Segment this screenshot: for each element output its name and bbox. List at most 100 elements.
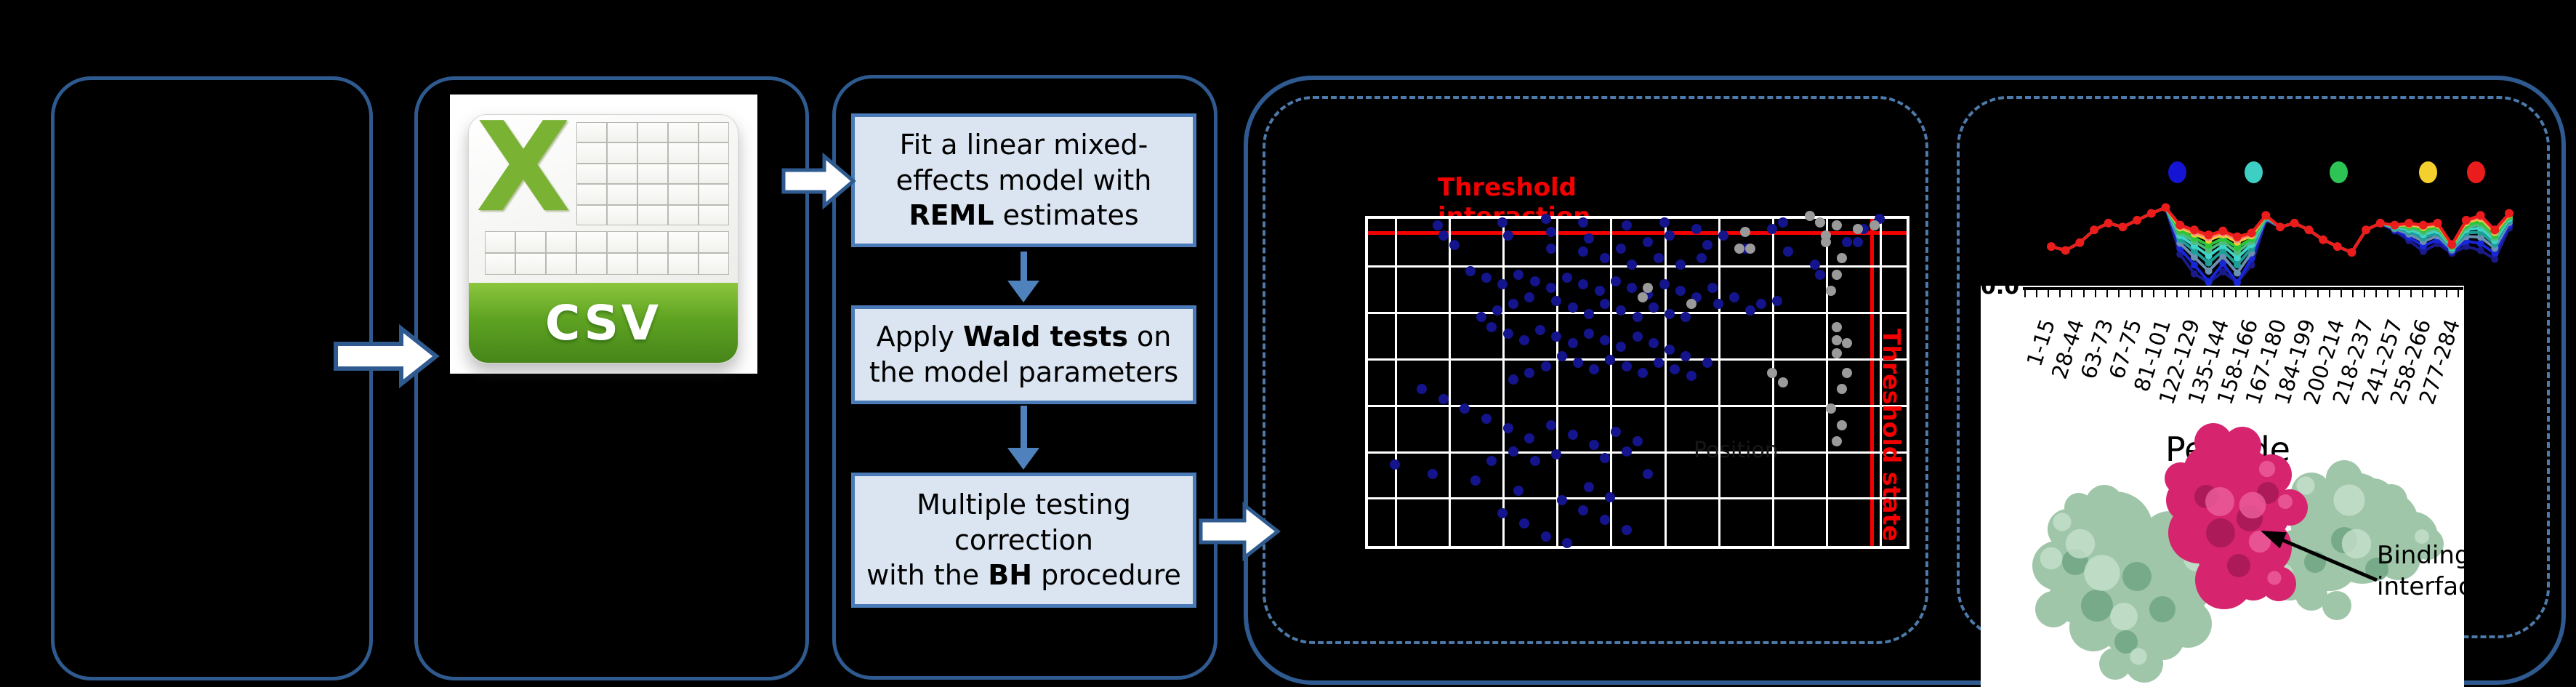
threshold-state-label: Threshold state <box>1877 329 1906 542</box>
uptake-marker <box>2276 222 2285 232</box>
panel-input <box>51 76 373 680</box>
uptake-marker <box>2347 248 2356 257</box>
scatter-dot <box>1842 236 1853 247</box>
scatter-dot <box>1567 430 1578 440</box>
scatter-dot <box>1739 227 1750 237</box>
axis-tick <box>2211 290 2213 297</box>
uptake-marker <box>2190 261 2198 269</box>
scatter-dot <box>1449 240 1460 250</box>
peptide-protein-inset: 0.0 1-15 28-44 63-73 67-75 81-101 122-129 135-… <box>1981 286 2464 687</box>
scatter-dot <box>1589 364 1600 374</box>
scatter-dot <box>1745 305 1756 316</box>
csv-grid-top <box>576 122 729 225</box>
scatter-dot <box>1481 273 1492 283</box>
scatter-dot <box>1600 515 1611 525</box>
protein-blob <box>2375 484 2407 516</box>
step-box-wald: Apply Wald tests on the model parameters <box>851 305 1196 404</box>
scatter-dot <box>1616 341 1627 352</box>
uptake-marker <box>2233 261 2241 269</box>
scatter-dot <box>1632 436 1643 446</box>
scatter-dot <box>1417 384 1428 394</box>
protein-blob <box>2278 494 2293 509</box>
protein-blob <box>2053 513 2072 531</box>
scatter-dot <box>1842 367 1853 378</box>
scatter-dot <box>1529 456 1540 466</box>
uptake-marker <box>2404 218 2414 228</box>
scatter-dot <box>1654 253 1665 263</box>
scatter-dot <box>1502 230 1513 241</box>
scatter-dot <box>1545 243 1556 254</box>
step-text-line: with the BH procedure <box>866 559 1181 592</box>
scatter-dot <box>1583 328 1594 339</box>
uptake-marker <box>2205 252 2213 260</box>
protein-blob <box>2267 571 2282 585</box>
scatter-dot <box>1659 217 1670 228</box>
axis-tick <box>2258 290 2260 297</box>
csv-grid-bottom <box>485 231 729 275</box>
scatter-dot <box>1712 299 1723 309</box>
legend-timepoint-dot <box>2419 161 2437 183</box>
axis-tick <box>2445 290 2447 297</box>
protein-blob <box>2248 530 2271 553</box>
scatter-dot <box>1621 524 1632 535</box>
axis-tick <box>2106 290 2108 297</box>
axis-tick <box>2223 290 2225 297</box>
scatter-dot <box>1643 282 1654 293</box>
axis-tick <box>2153 290 2155 297</box>
scatter-dot <box>1390 459 1401 470</box>
gridline <box>1368 497 1907 500</box>
scatter-dot <box>1545 419 1556 430</box>
protein-blob <box>2415 529 2429 544</box>
scatter-dot <box>1837 253 1848 263</box>
uptake-marker <box>2390 220 2399 230</box>
axis-tick <box>2305 290 2307 297</box>
uptake-marker <box>2362 225 2371 235</box>
gridline <box>1664 219 1667 546</box>
scatter-dot <box>1605 354 1616 365</box>
step-text-line: REML estimates <box>909 199 1139 232</box>
uptake-marker <box>2104 218 2113 228</box>
binding-arrow-head <box>2261 531 2287 549</box>
protein-blob <box>2223 427 2261 465</box>
uptake-marker <box>2247 228 2256 238</box>
protein-blob <box>2099 648 2131 680</box>
y-axis-tick-label: 0.0 <box>1981 286 2020 300</box>
scatter-dot <box>1535 325 1546 335</box>
scatter-dot <box>1777 377 1788 387</box>
uptake-marker <box>2190 270 2198 278</box>
protein-blob <box>2194 423 2232 461</box>
legend-timepoint-dot <box>2245 161 2263 183</box>
scatter-dot <box>1637 367 1648 378</box>
gridline <box>1368 451 1907 454</box>
scatter-dot <box>1664 230 1675 241</box>
threshold-interaction-line <box>1368 230 1907 235</box>
uptake-marker <box>2218 226 2228 236</box>
uptake-marker <box>2232 232 2242 241</box>
protein-blob <box>2261 566 2296 601</box>
uptake-marker <box>2505 209 2513 218</box>
axis-tick <box>2457 290 2459 297</box>
scatter-dot <box>1600 452 1611 463</box>
uptake-marker <box>2061 246 2070 255</box>
scatter-dot <box>1600 299 1611 309</box>
scatter-dot <box>1540 361 1551 371</box>
uptake-marker <box>2233 278 2241 286</box>
flow-arrow-3 <box>1199 501 1281 562</box>
step-text-line: Fit a linear mixed- <box>899 129 1148 161</box>
scatter-dot <box>1686 371 1696 381</box>
axis-tick <box>2117 290 2120 297</box>
scatter-dot <box>1578 279 1589 289</box>
scatter-dot <box>1702 240 1712 250</box>
step-text-line: effects model with <box>895 164 1152 196</box>
scatter-dot <box>1562 537 1573 548</box>
protein-blob <box>2065 529 2096 559</box>
scatter-dot <box>1427 469 1438 479</box>
gridline <box>1771 219 1774 546</box>
scatter-dot <box>1782 246 1793 257</box>
scatter-dot <box>1540 531 1551 542</box>
faint-illegible-axis-label: Position <box>1694 438 1779 463</box>
scatter-dot <box>1654 358 1665 368</box>
uptake-marker <box>2419 247 2427 255</box>
scatter-dot <box>1831 220 1842 230</box>
uptake-series-t-steel <box>2050 205 2511 276</box>
